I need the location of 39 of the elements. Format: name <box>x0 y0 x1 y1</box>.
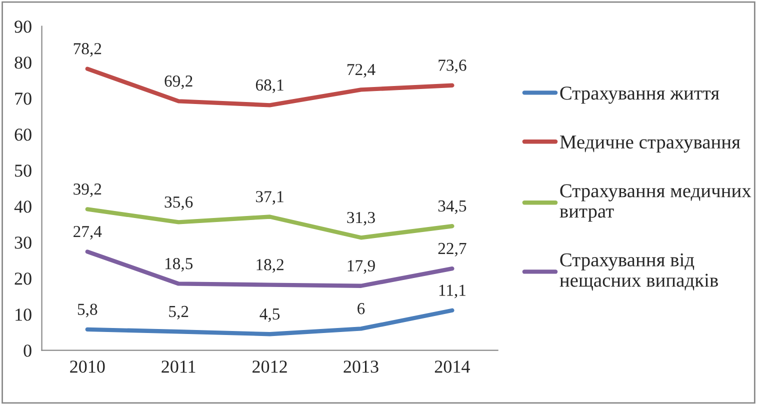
legend-label: Страхування від нещасних випадків <box>560 253 718 291</box>
y-tick-label: 40 <box>14 200 32 213</box>
data-label: 72,4 <box>348 64 376 78</box>
data-label: 18,2 <box>256 259 284 273</box>
y-tick-label: 10 <box>16 308 32 321</box>
y-tick-label: 20 <box>14 272 32 285</box>
x-tick-label: 2011 <box>162 360 196 373</box>
y-tick-label: 30 <box>14 236 32 249</box>
data-label: 5,2 <box>169 306 188 320</box>
y-tick-label: 0 <box>24 344 32 357</box>
y-tick-label: 80 <box>14 56 32 69</box>
legend-label: Страхування медичних витрат <box>560 184 752 222</box>
x-tick-label: 2014 <box>434 360 470 373</box>
data-label: 18,5 <box>165 258 193 272</box>
data-label: 34,5 <box>438 200 466 214</box>
data-label: 17,9 <box>348 260 375 274</box>
legend-label: Страхування життя <box>560 86 720 104</box>
x-tick-label: 2013 <box>344 360 378 373</box>
y-tick-label: 90 <box>14 20 32 33</box>
data-label: 39,2 <box>74 184 102 198</box>
data-label: 37,1 <box>256 191 284 205</box>
data-label: 68,1 <box>256 79 284 94</box>
x-tick-label: 2012 <box>252 360 287 373</box>
data-label: 22,7 <box>438 242 466 257</box>
data-label: 4,5 <box>260 308 280 322</box>
data-label: 35,6 <box>164 196 193 210</box>
data-label: 69,2 <box>164 76 192 90</box>
data-label: 31,3 <box>347 212 375 226</box>
y-tick-label: 50 <box>15 164 32 177</box>
legend-label: Медичне страхування <box>560 136 740 153</box>
data-label: 73,6 <box>438 60 466 74</box>
data-label: 27,4 <box>74 226 102 240</box>
data-label: 6 <box>358 303 365 314</box>
data-label: 11,1 <box>439 284 466 298</box>
y-tick-label: 70 <box>15 92 32 105</box>
data-label: 78,2 <box>74 43 102 57</box>
data-label: 5,8 <box>78 304 98 318</box>
y-tick-label: 60 <box>14 128 32 141</box>
x-tick-label: 2010 <box>70 360 105 373</box>
